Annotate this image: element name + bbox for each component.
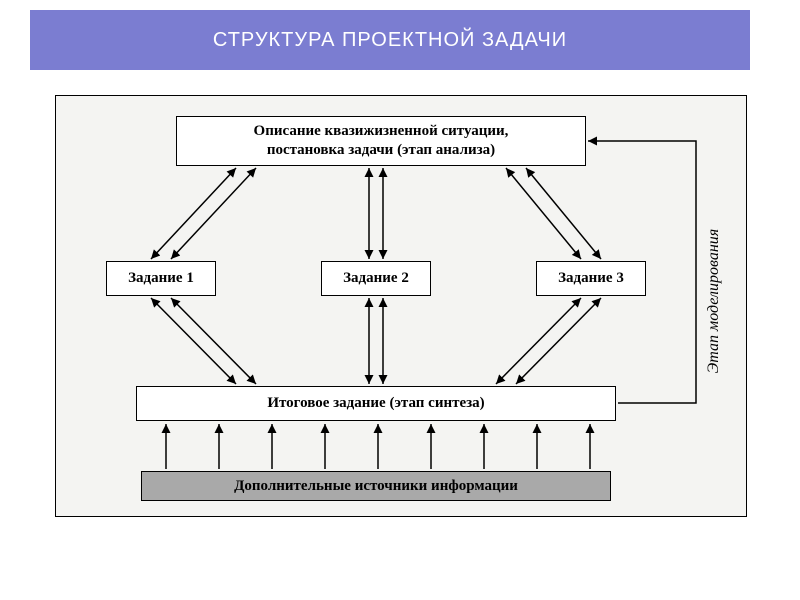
title-text: СТРУКТУРА ПРОЕКТНОЙ ЗАДАЧИ (213, 29, 567, 52)
node-task1: Задание 1 (106, 261, 216, 296)
node-task1-text: Задание 1 (128, 270, 194, 287)
node-final: Итоговое задание (этап синтеза) (136, 386, 616, 421)
node-task3-text: Задание 3 (558, 270, 624, 287)
side-label: Этап моделирования (702, 186, 726, 416)
node-top-line1: Описание квазижизненной ситуации, (254, 123, 509, 139)
side-label-text: Этап моделирования (705, 229, 723, 373)
node-sources-text: Дополнительные источники информации (234, 478, 518, 495)
node-top-text: Описание квазижизненной ситуации, постан… (254, 122, 509, 160)
node-top: Описание квазижизненной ситуации, постан… (176, 116, 586, 166)
page-title: СТРУКТУРА ПРОЕКТНОЙ ЗАДАЧИ (30, 10, 750, 70)
node-task2-text: Задание 2 (343, 270, 409, 287)
node-task3: Задание 3 (536, 261, 646, 296)
node-task2: Задание 2 (321, 261, 431, 296)
node-final-text: Итоговое задание (этап синтеза) (267, 395, 484, 412)
node-top-line2: постановка задачи (этап анализа) (267, 142, 495, 158)
node-sources: Дополнительные источники информации (141, 471, 611, 501)
flowchart-diagram: Описание квазижизненной ситуации, постан… (55, 95, 747, 517)
